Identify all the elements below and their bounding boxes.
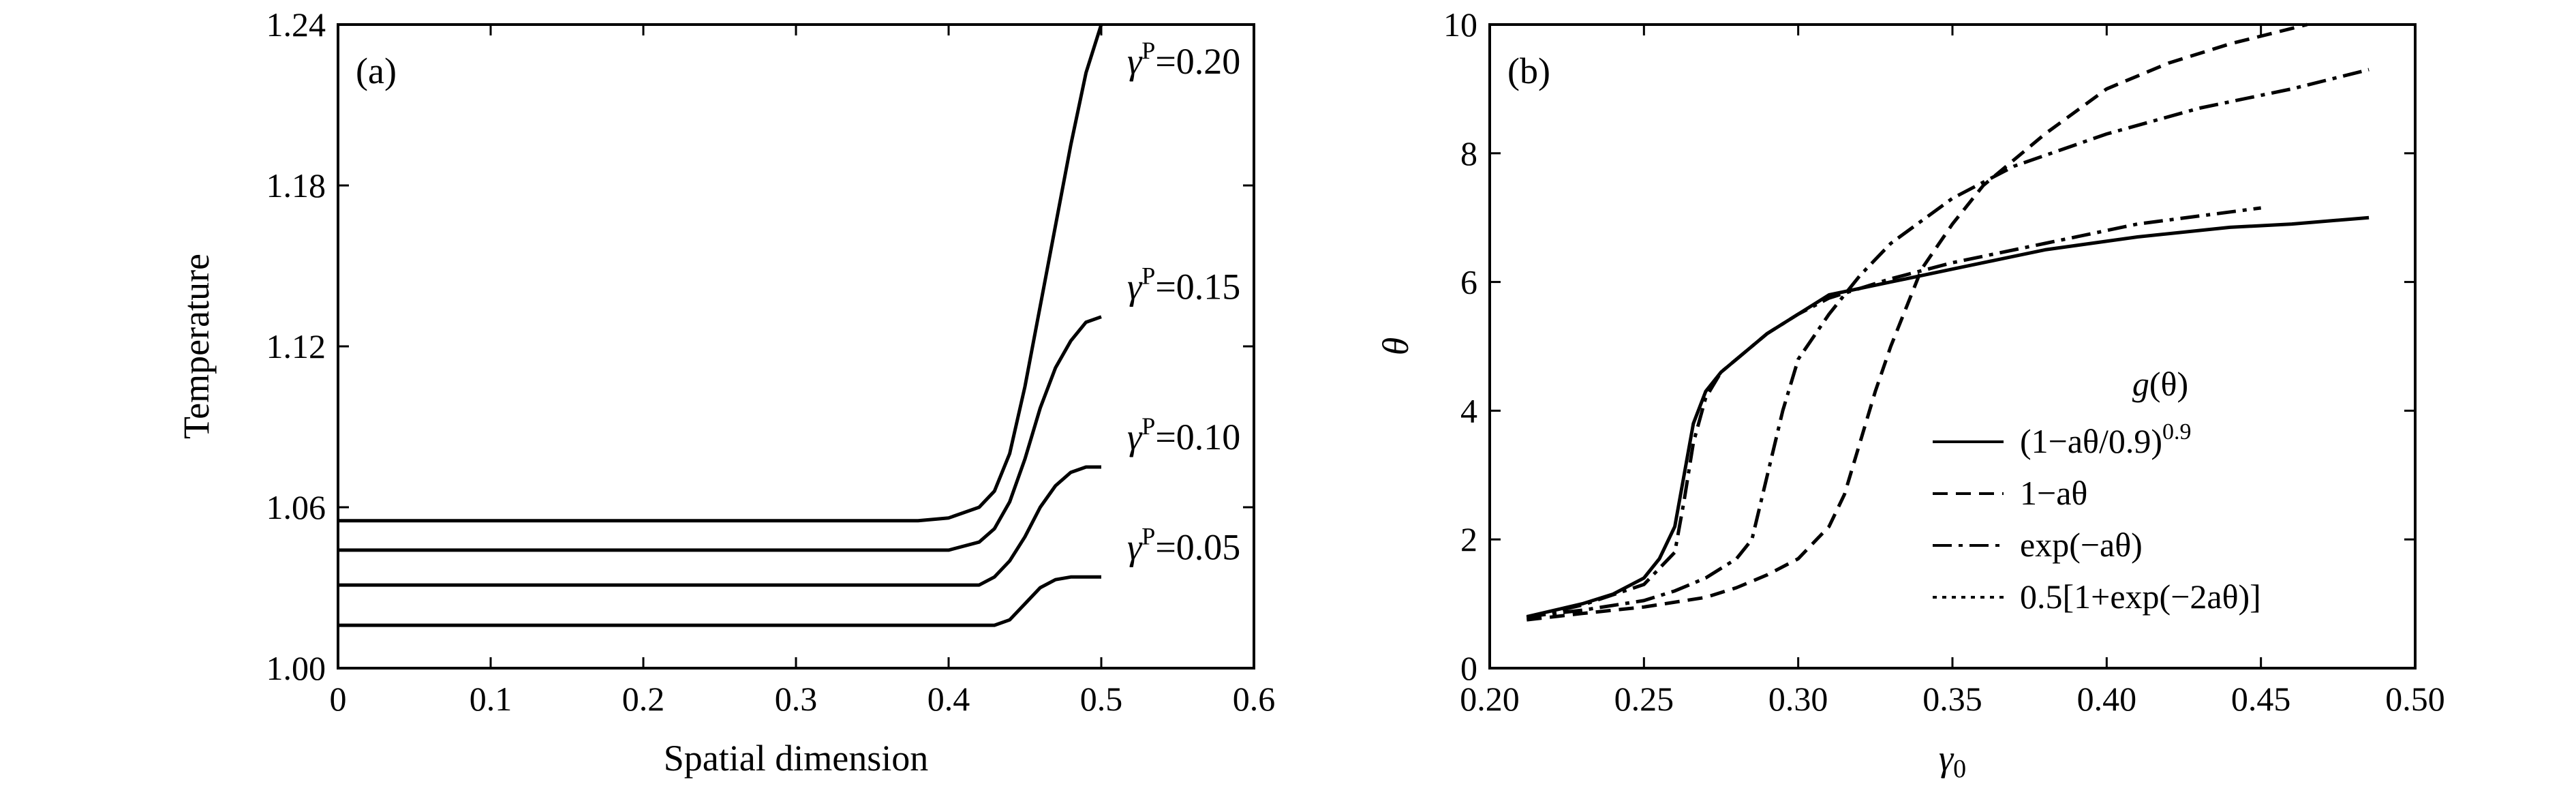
x-tick-label: 0.40 [2077, 680, 2137, 718]
y-axis-label: θ [1375, 337, 1416, 356]
panel-a-chart: (a) 0 0.1 0.2 0.3 0.4 0.5 0.6 1.00 1.06 1.12 1.18 1… [176, 5, 1275, 779]
x-axis-label: γ0 [1939, 738, 1966, 783]
legend-entry-label: (1−aθ/0.9)0.9 [2020, 419, 2192, 460]
legend: g(θ) (1−aθ/0.9)0.9 1−aθ exp(−aθ) 0.5[1+exp(−… [1933, 365, 2261, 616]
x-tick-label: 0.25 [1614, 680, 1674, 718]
x-tick-label: 0.2 [622, 680, 665, 718]
y-tick-label: 2 [1460, 520, 1477, 558]
x-tick-label: 0.5 [1080, 680, 1123, 718]
x-tick-label: 0.45 [2231, 680, 2291, 718]
plot-frame [337, 23, 1255, 670]
y-tick-label: 1.06 [266, 488, 326, 526]
series-annotation-2: γP=0.15 [1127, 262, 1240, 307]
x-tick-label: 0.3 [775, 680, 818, 718]
x-tick-label: 0.30 [1768, 680, 1828, 718]
panel-a-label: (a) [356, 50, 397, 91]
legend-entry-label: 1−aθ [2020, 474, 2087, 512]
y-tick-label: 1.12 [266, 327, 326, 365]
x-tick-label: 0.35 [1922, 680, 1982, 718]
y-tick-label: 4 [1460, 391, 1477, 430]
series-line-1 [1526, 215, 2370, 618]
series-line-2 [1527, 22, 2308, 622]
legend-entry-label: exp(−aθ) [2020, 526, 2143, 564]
series-annotation-3: γP=0.10 [1127, 412, 1240, 457]
x-tick-label: 0.50 [2385, 680, 2445, 718]
series-annotation-4: γP=0.05 [1127, 522, 1240, 567]
plot-frame [1488, 23, 2417, 670]
series-line-1 [338, 24, 1103, 523]
y-tick-label: 10 [1443, 5, 1477, 44]
panel-b-chart: (b) 0.20 0.25 0.30 0.35 0.40 0.45 0.50 0 2 4 6 8 10 γ… [1375, 5, 2445, 783]
series-line-4 [338, 575, 1101, 627]
legend-entry-label: 0.5[1+exp(−2aθ)] [2020, 577, 2261, 616]
y-tick-label: 1.18 [266, 166, 326, 205]
x-tick-label: 0.4 [927, 680, 970, 718]
y-tick-label: 1.24 [266, 5, 326, 44]
x-tick-label: 0.6 [1233, 680, 1276, 718]
panel-b-label: (b) [1507, 50, 1550, 91]
y-tick-label: 1.00 [266, 649, 326, 687]
x-tick-label: 0.20 [1460, 680, 1520, 718]
series-line-4 [1526, 206, 2262, 620]
series-annotation-1: γP=0.20 [1127, 37, 1240, 82]
y-tick-label: 8 [1460, 134, 1477, 172]
y-tick-label: 6 [1460, 263, 1477, 301]
x-tick-label: 0 [330, 680, 347, 718]
x-axis-label: Spatial dimension [664, 738, 928, 779]
y-tick-label: 0 [1460, 649, 1477, 687]
x-tick-label: 0.1 [470, 680, 512, 718]
series-line-3 [338, 465, 1101, 587]
legend-title: g(θ) [2132, 365, 2188, 403]
series-line-2 [338, 315, 1102, 552]
series-line-3 [1527, 67, 2370, 618]
y-axis-label: Temperature [176, 254, 217, 439]
